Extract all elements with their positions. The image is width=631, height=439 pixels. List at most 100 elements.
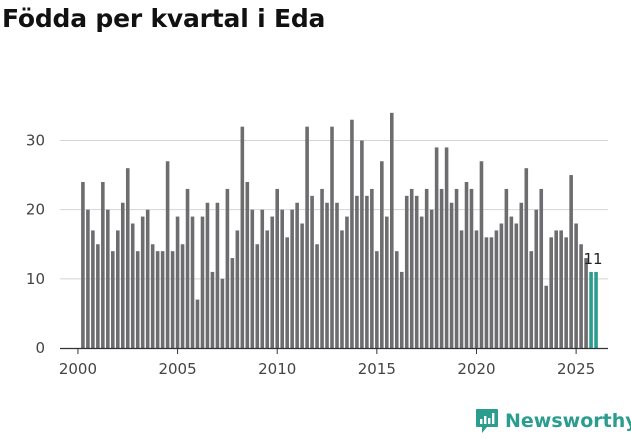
bar xyxy=(499,223,504,348)
bar xyxy=(390,112,394,348)
bar xyxy=(489,237,494,348)
bar xyxy=(380,161,384,348)
y-tick-label: 10 xyxy=(26,270,45,288)
bar xyxy=(414,195,419,348)
bar xyxy=(220,278,225,348)
bar xyxy=(439,188,444,348)
bar xyxy=(409,188,414,348)
bar xyxy=(305,126,309,348)
x-tick-label: 2005 xyxy=(158,360,196,378)
bar xyxy=(544,285,549,348)
bar xyxy=(360,140,364,348)
bar xyxy=(106,209,110,348)
bar xyxy=(394,251,399,348)
bar xyxy=(549,237,553,348)
bar xyxy=(235,230,240,348)
bar xyxy=(574,223,578,348)
bar xyxy=(180,244,185,348)
y-tick-label: 0 xyxy=(35,339,45,357)
bar xyxy=(245,182,250,348)
bar xyxy=(175,216,180,348)
bar xyxy=(539,188,544,348)
bar xyxy=(275,188,279,348)
bar xyxy=(335,202,339,348)
bar xyxy=(399,271,404,348)
bar xyxy=(509,216,514,348)
bar xyxy=(579,244,583,348)
bar xyxy=(120,202,125,348)
bar xyxy=(86,209,90,348)
bar xyxy=(225,188,230,348)
bar xyxy=(529,251,534,348)
bar xyxy=(350,119,354,348)
bar xyxy=(295,202,299,348)
bar xyxy=(365,195,369,348)
bar xyxy=(419,216,424,348)
bar xyxy=(280,209,284,348)
y-tick-label: 20 xyxy=(26,201,45,219)
bar xyxy=(559,230,563,348)
bar xyxy=(260,209,265,348)
bar xyxy=(160,251,165,348)
bar xyxy=(434,147,439,348)
bar xyxy=(454,188,459,348)
bar xyxy=(165,161,170,348)
newsworthy-logo-icon xyxy=(476,409,498,433)
bar xyxy=(255,244,260,348)
bar xyxy=(514,223,519,348)
bar xyxy=(150,244,155,348)
bar xyxy=(370,188,374,348)
bar xyxy=(464,182,469,348)
chart-title: Födda per kvartal i Eda xyxy=(2,4,326,33)
bar xyxy=(315,244,319,348)
bar xyxy=(170,251,175,348)
bar xyxy=(484,237,489,348)
bar xyxy=(135,251,140,348)
brand-name: Newsworthy xyxy=(505,410,631,432)
tick-labels: 0 10 20 30 11 2000 2005 2010 2015 2020 2025 xyxy=(26,132,603,379)
bar xyxy=(300,223,304,348)
bar xyxy=(404,195,409,348)
bar xyxy=(200,216,205,348)
bar xyxy=(429,209,434,348)
bar xyxy=(385,216,389,348)
bar xyxy=(594,271,598,348)
bar xyxy=(116,230,120,348)
x-tick-label: 2020 xyxy=(457,360,495,378)
bar xyxy=(145,209,150,348)
bar xyxy=(250,209,255,348)
bar xyxy=(81,182,85,348)
last-value-label: 11 xyxy=(583,250,602,268)
bar xyxy=(130,223,135,348)
bar xyxy=(285,237,289,348)
bar xyxy=(504,188,509,348)
bar xyxy=(355,195,359,348)
bar xyxy=(96,244,100,348)
bar xyxy=(215,202,220,348)
x-tick-label: 2010 xyxy=(258,360,296,378)
bars xyxy=(81,112,598,348)
bar xyxy=(564,237,568,348)
bar xyxy=(195,299,200,348)
bar xyxy=(554,230,558,348)
bar xyxy=(330,126,334,348)
bar xyxy=(524,168,529,348)
newsworthy-brand[interactable]: Newsworthy xyxy=(475,408,631,434)
bar xyxy=(424,188,429,348)
bar xyxy=(449,202,454,348)
bar xyxy=(91,230,95,348)
bar xyxy=(325,202,329,348)
bar xyxy=(140,216,145,348)
bar xyxy=(534,209,539,348)
bar xyxy=(205,202,210,348)
x-tick-label: 2025 xyxy=(557,360,595,378)
bar xyxy=(569,175,573,348)
bar xyxy=(125,168,130,348)
bar xyxy=(444,147,449,348)
bar xyxy=(265,230,270,348)
bar xyxy=(290,209,294,348)
bar xyxy=(469,188,474,348)
axes xyxy=(60,347,608,354)
bar xyxy=(185,188,190,348)
